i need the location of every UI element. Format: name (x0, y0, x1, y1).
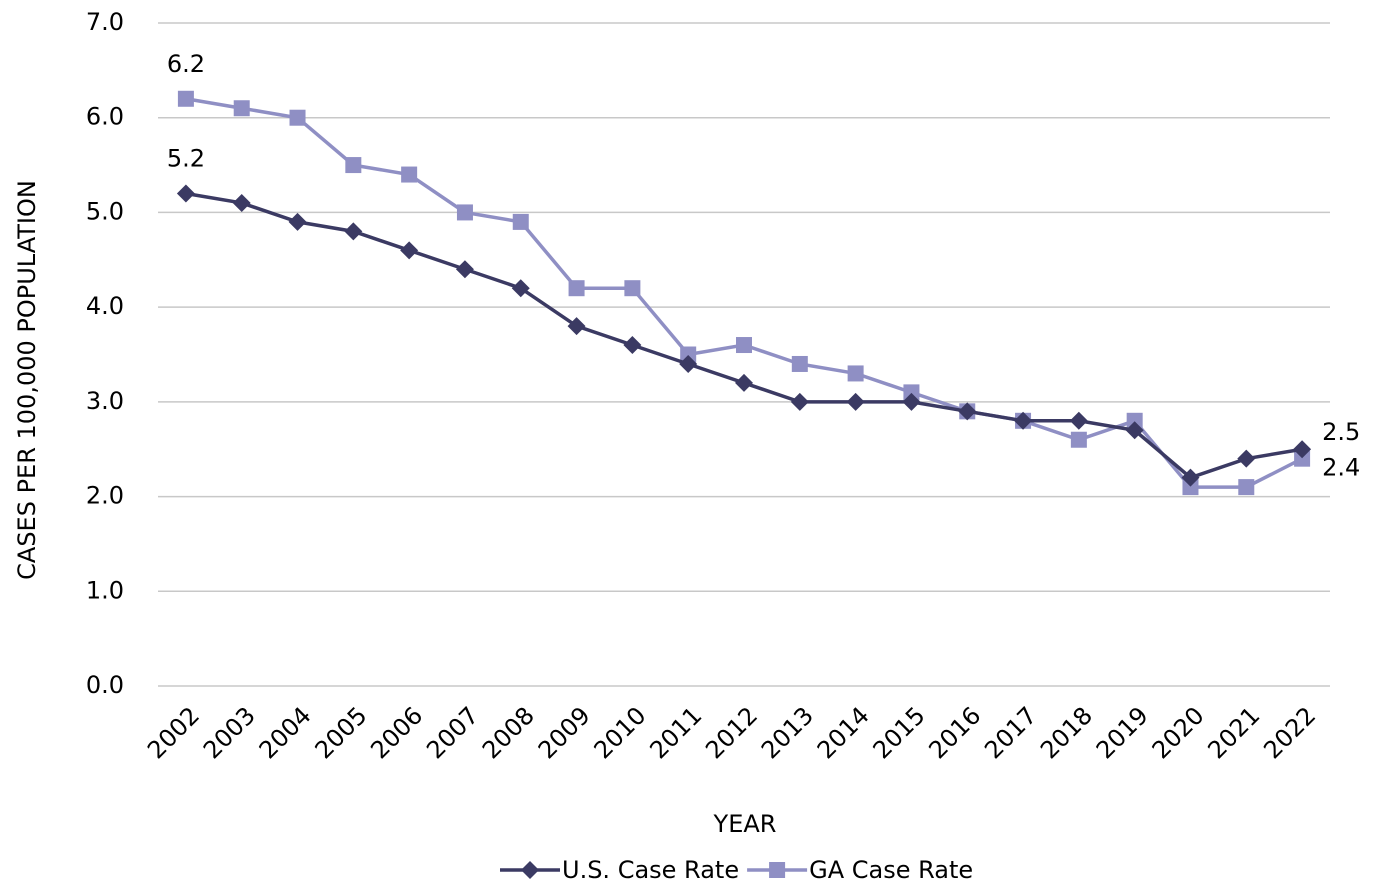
y-tick-label: 0.0 (86, 671, 124, 699)
data-point (790, 392, 809, 411)
y-tick-label: 6.0 (86, 103, 124, 131)
data-point (847, 365, 864, 382)
data-label: 5.2 (167, 144, 205, 172)
legend-marker (521, 861, 539, 879)
data-point (1125, 421, 1144, 440)
y-tick-label: 4.0 (86, 292, 124, 320)
data-point (958, 402, 977, 421)
legend-label: U.S. Case Rate (562, 856, 739, 884)
x-tick-label: 2007 (421, 701, 484, 764)
y-axis-title: CASES PER 100,000 POPULATION (13, 180, 41, 580)
data-point (1126, 412, 1143, 429)
x-tick-label: 2004 (254, 701, 317, 764)
data-label: 2.4 (1322, 454, 1360, 482)
data-point (846, 392, 865, 411)
data-point (511, 279, 530, 298)
data-point (1069, 411, 1088, 430)
data-point (345, 157, 362, 174)
x-tick-label: 2022 (1258, 701, 1321, 764)
data-point (456, 204, 473, 221)
data-point (344, 222, 363, 241)
x-tick-label: 2018 (1035, 701, 1098, 764)
y-tick-label: 2.0 (86, 482, 124, 510)
data-point (623, 336, 642, 355)
x-tick-label: 2003 (198, 701, 261, 764)
data-point (903, 384, 920, 401)
x-tick-label: 2009 (533, 701, 596, 764)
data-point (568, 280, 585, 297)
x-tick-label: 2020 (1147, 701, 1210, 764)
data-point (177, 90, 194, 107)
data-point (289, 109, 306, 126)
legend-item: U.S. Case Rate (500, 856, 739, 884)
data-point (1070, 431, 1087, 448)
x-tick-label: 2019 (1091, 701, 1154, 764)
x-tick-label: 2016 (923, 701, 986, 764)
x-tick-label: 2012 (700, 701, 763, 764)
data-point (1237, 449, 1256, 468)
data-point (232, 193, 251, 212)
x-tick-label: 2006 (365, 701, 428, 764)
legend-item: GA Case Rate (747, 856, 973, 884)
x-tick-label: 2013 (756, 701, 819, 764)
data-point (679, 354, 698, 373)
y-tick-label: 1.0 (86, 576, 124, 604)
y-tick-label: 5.0 (86, 197, 124, 225)
data-point (680, 346, 697, 363)
y-tick-label: 3.0 (86, 387, 124, 415)
data-point (176, 184, 195, 203)
data-point (233, 100, 250, 117)
x-tick-label: 2021 (1202, 701, 1265, 764)
x-tick-label: 2017 (979, 701, 1042, 764)
x-tick-label: 2010 (589, 701, 652, 764)
x-tick-label: 2002 (142, 701, 205, 764)
data-point (1014, 411, 1033, 430)
x-tick-label: 2014 (812, 701, 875, 764)
x-tick-label: 2005 (310, 701, 373, 764)
data-point (400, 241, 419, 260)
y-tick-label: 7.0 (86, 8, 124, 36)
x-tick-label: 2015 (868, 701, 931, 764)
data-point (455, 260, 474, 279)
x-tick-label: 2008 (477, 701, 540, 764)
data-label: 6.2 (167, 50, 205, 78)
data-point (1238, 479, 1255, 496)
data-point (1293, 440, 1312, 459)
data-point (401, 166, 418, 183)
x-tick-label: 2011 (644, 701, 707, 764)
data-point (288, 212, 307, 231)
data-point (567, 317, 586, 336)
data-point (902, 392, 921, 411)
data-point (512, 213, 529, 230)
data-point (1182, 479, 1199, 496)
legend-marker (769, 862, 786, 878)
data-point (1181, 468, 1200, 487)
data-point (735, 373, 753, 392)
legend-label: GA Case Rate (809, 856, 973, 884)
data-point (624, 280, 641, 297)
data-point (1294, 450, 1311, 467)
data-point (736, 337, 752, 354)
data-point (791, 355, 808, 372)
data-label: 2.5 (1322, 418, 1360, 446)
x-axis-title: YEAR (713, 810, 777, 838)
